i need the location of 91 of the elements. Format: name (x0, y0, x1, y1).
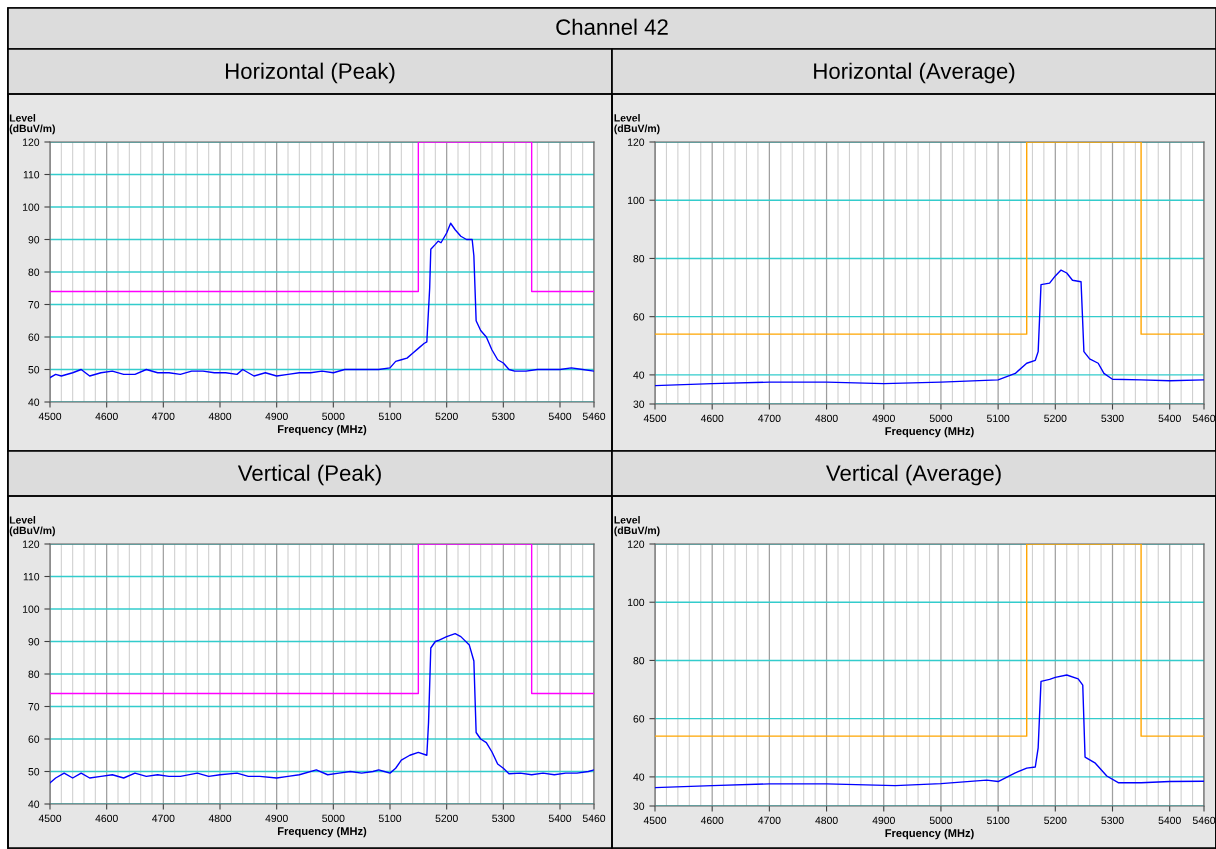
x-tick-label: 5460 (1192, 816, 1216, 825)
x-tick-label: 4900 (265, 412, 288, 421)
y-tick-label: 40 (633, 371, 645, 379)
x-tick-label: 5100 (378, 412, 402, 421)
y-tick-label: 120 (628, 540, 645, 548)
y-tick-label: 100 (628, 196, 645, 205)
y-tick-label: 80 (633, 656, 645, 665)
text: Channel 42 (556, 18, 668, 35)
y-axis-title: Level (dBuV/m) (614, 515, 660, 537)
y-tick-label: 110 (23, 171, 40, 179)
x-tick-label: 5400 (1158, 816, 1181, 825)
line-series (655, 269, 1204, 387)
x-tick-label: 4800 (815, 816, 838, 825)
x-tick-label: 4600 (700, 816, 724, 825)
y-tick-label: 120 (628, 138, 645, 146)
x-axis-title: Frequency (MHz) (277, 424, 367, 436)
chart-title: Vertical (Average) (825, 464, 1001, 486)
x-tick-label: 5400 (548, 412, 572, 421)
y-tick-label: 120 (23, 540, 40, 548)
chart-title: Horizontal (Peak) (225, 62, 395, 84)
y-tick-label: 60 (633, 715, 645, 723)
y-tick-label: 40 (633, 773, 645, 781)
x-tick-label: 4700 (758, 816, 781, 825)
x-tick-label: 5000 (322, 814, 345, 823)
line-series (50, 222, 594, 379)
x-tick-label: 4500 (643, 414, 667, 423)
x-axis-title: Frequency (MHz) (885, 828, 974, 840)
y-tick-label: 100 (23, 203, 40, 211)
x-tick-label: 5300 (492, 412, 515, 421)
y-axis-title: Level (dBuV/m) (9, 516, 55, 537)
y-tick-label: 100 (628, 598, 645, 607)
x-tick-label: 5100 (986, 414, 1010, 423)
y-tick-label: 110 (23, 573, 40, 581)
y-tick-label: 40 (28, 398, 40, 406)
x-tick-label: 5200 (435, 814, 458, 823)
y-tick-label: 40 (28, 800, 40, 808)
x-tick-label: 5400 (1158, 414, 1181, 423)
y-axis-title: Level (dBuV/m) (9, 114, 55, 135)
y-tick-label: 70 (28, 703, 40, 711)
y-tick-label: 60 (28, 735, 40, 743)
chart-title: Vertical (Peak) (237, 464, 381, 486)
y-tick-label: 80 (633, 254, 645, 263)
y-tick-label: 50 (28, 366, 40, 374)
y-tick-label: 70 (28, 301, 40, 309)
x-tick-label: 5000 (322, 412, 345, 421)
y-tick-label: 30 (633, 802, 645, 810)
x-tick-label: 4600 (95, 814, 118, 823)
x-tick-label: 4600 (95, 412, 118, 421)
x-tick-label: 4500 (38, 814, 62, 823)
x-tick-label: 5100 (378, 814, 402, 823)
y-tick-label: 80 (28, 268, 40, 276)
x-tick-label: 4800 (815, 414, 838, 423)
x-tick-label: 4900 (872, 816, 895, 825)
x-tick-label: 5200 (435, 412, 458, 421)
x-tick-label: 4700 (758, 414, 781, 423)
x-tick-label: 4500 (38, 412, 62, 421)
y-tick-label: 90 (28, 236, 40, 244)
x-tick-label: 5200 (1044, 414, 1067, 423)
x-tick-label: 4700 (151, 814, 175, 823)
x-tick-label: 5100 (986, 816, 1010, 825)
y-tick-label: 90 (28, 638, 40, 646)
x-tick-label: 4600 (700, 414, 724, 423)
x-tick-label: 4900 (872, 414, 895, 423)
y-tick-label: 60 (633, 313, 645, 321)
y-tick-label: 60 (28, 333, 40, 341)
line-series (50, 633, 594, 784)
x-tick-label: 5300 (1101, 816, 1124, 825)
x-tick-label: 5460 (582, 814, 606, 823)
x-tick-label: 5000 (929, 414, 953, 423)
x-tick-label: 4700 (151, 412, 175, 421)
x-tick-label: 5460 (582, 412, 606, 421)
x-tick-label: 4500 (643, 816, 667, 825)
y-tick-label: 80 (28, 670, 40, 678)
line-series (655, 674, 1204, 789)
y-axis-title: Level (dBuV/m) (614, 113, 660, 135)
x-tick-label: 5200 (1044, 816, 1067, 825)
x-tick-label: 5000 (929, 816, 953, 825)
x-tick-label: 4800 (208, 814, 232, 823)
x-tick-label: 4800 (208, 412, 232, 421)
x-tick-label: 5460 (1192, 414, 1216, 423)
y-tick-label: 50 (28, 768, 40, 776)
x-axis-title: Frequency (MHz) (277, 826, 367, 838)
x-tick-label: 5400 (548, 814, 572, 823)
y-tick-label: 30 (633, 400, 645, 408)
x-tick-label: 4900 (265, 814, 288, 823)
y-tick-label: 120 (23, 138, 40, 146)
chart-title: Horizontal (Average) (814, 62, 1015, 84)
y-tick-label: 100 (23, 605, 40, 613)
x-axis-title: Frequency (MHz) (885, 426, 974, 438)
x-tick-label: 5300 (1101, 414, 1124, 423)
x-tick-label: 5300 (492, 814, 515, 823)
